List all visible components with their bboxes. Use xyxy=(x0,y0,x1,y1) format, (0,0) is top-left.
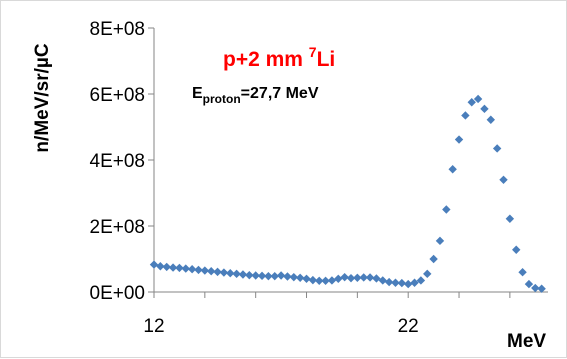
data-point xyxy=(448,165,457,174)
data-point xyxy=(270,271,279,281)
data-point xyxy=(276,271,286,280)
data-point xyxy=(187,265,197,274)
data-point xyxy=(295,273,305,283)
data-point xyxy=(461,111,470,120)
data-point xyxy=(162,262,171,272)
data-point xyxy=(308,275,318,285)
data-point xyxy=(416,276,426,285)
data-point xyxy=(359,273,368,282)
data-point xyxy=(340,272,349,282)
data-point xyxy=(467,98,476,107)
data-point xyxy=(403,279,413,289)
data-point xyxy=(435,236,445,246)
data-point xyxy=(397,278,407,288)
data-point xyxy=(391,278,400,287)
y-tick-label: 8E+08 xyxy=(90,19,145,40)
data-point xyxy=(365,273,375,282)
data-point xyxy=(219,268,229,277)
data-point xyxy=(423,269,432,279)
data-point xyxy=(505,214,515,223)
data-point xyxy=(442,205,451,214)
data-point xyxy=(175,263,184,273)
y-tick-label: 0E+00 xyxy=(90,283,145,304)
data-point xyxy=(283,272,292,281)
data-point xyxy=(410,278,419,287)
data-point xyxy=(289,272,299,282)
data-point xyxy=(264,271,273,281)
data-point xyxy=(232,269,241,279)
x-tick-label: 12 xyxy=(143,316,164,337)
data-point xyxy=(206,267,216,276)
data-point xyxy=(245,270,254,280)
data-point xyxy=(372,274,381,283)
data-point xyxy=(257,271,267,281)
y-tick-label: 2E+08 xyxy=(90,217,145,238)
data-point xyxy=(315,276,324,285)
data-point xyxy=(454,135,464,144)
data-point xyxy=(213,267,222,277)
reaction-annotation: p+2 mm 7Li xyxy=(223,44,335,71)
data-point xyxy=(149,260,159,269)
data-point xyxy=(346,273,356,283)
data-point xyxy=(384,277,394,287)
data-point xyxy=(518,268,527,277)
data-point xyxy=(537,284,546,293)
data-point xyxy=(473,94,483,104)
data-point xyxy=(486,115,496,124)
data-point xyxy=(251,271,260,280)
y-tick-label: 6E+08 xyxy=(90,85,145,106)
data-point xyxy=(321,276,330,285)
data-point xyxy=(302,274,311,283)
data-point xyxy=(353,273,362,283)
data-point xyxy=(524,279,534,289)
data-point xyxy=(194,265,203,275)
data-point xyxy=(512,245,521,254)
data-point xyxy=(480,104,489,114)
data-point xyxy=(168,263,178,272)
data-point xyxy=(499,175,508,184)
data-point xyxy=(226,268,235,278)
data-point xyxy=(238,270,248,279)
data-point xyxy=(181,264,190,273)
data-point xyxy=(327,276,337,285)
proton-energy-annotation: Eproton=27,7 MeV xyxy=(192,85,319,106)
data-point xyxy=(492,144,502,153)
y-tick-label: 4E+08 xyxy=(90,151,145,172)
data-point xyxy=(531,283,540,293)
data-point xyxy=(429,254,438,264)
data-point xyxy=(156,262,165,271)
data-point xyxy=(200,266,210,275)
data-point xyxy=(334,274,343,283)
data-point xyxy=(378,276,387,285)
y-axis-label: n/MeV/sr/µC xyxy=(32,43,53,152)
x-axis-label: MeV xyxy=(507,331,546,352)
x-tick-label: 22 xyxy=(398,316,419,337)
